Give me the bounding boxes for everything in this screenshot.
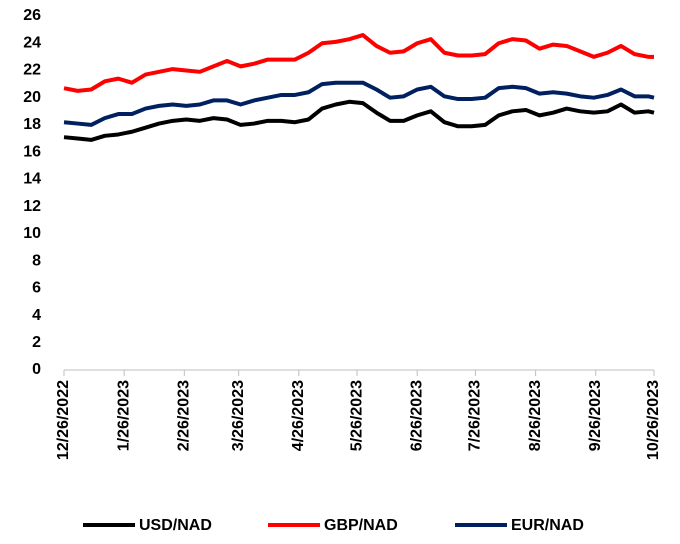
x-tick-label: 4/26/2023 [290, 380, 307, 451]
legend-label: EUR/NAD [511, 517, 584, 534]
y-tick-label: 24 [23, 34, 41, 51]
series-line [63, 33, 654, 93]
y-tick-label: 2 [32, 334, 41, 351]
x-tick-label: 5/26/2023 [348, 380, 365, 451]
x-tick-label: 1/26/2023 [115, 380, 132, 451]
y-tick-label: 8 [32, 252, 41, 269]
y-tick-label: 6 [32, 280, 41, 297]
x-tick-label: 3/26/2023 [230, 380, 247, 451]
legend-label: GBP/NAD [324, 517, 398, 534]
y-tick-label: 14 [23, 171, 41, 188]
x-tick-label: 10/26/2023 [645, 380, 662, 460]
y-tick-label: 20 [23, 89, 41, 106]
y-tick-label: 10 [23, 225, 41, 242]
x-tick-label: 12/26/2022 [55, 380, 72, 460]
x-tick-label: 6/26/2023 [408, 380, 425, 451]
x-tick-label: 2/26/2023 [176, 380, 193, 451]
y-tick-label: 0 [32, 361, 41, 378]
x-tick-label: 7/26/2023 [467, 380, 484, 451]
legend-label: USD/NAD [139, 517, 212, 534]
y-tick-label: 18 [23, 116, 41, 133]
y-tick-label: 4 [32, 307, 41, 324]
y-tick-label: 22 [23, 62, 41, 79]
y-tick-label: 26 [23, 7, 41, 24]
y-tick-label: 16 [23, 143, 41, 160]
x-tick-label: 9/26/2023 [587, 380, 604, 451]
x-tick-label: 8/26/2023 [527, 380, 544, 451]
y-tick-label: 12 [23, 198, 41, 215]
series-line [63, 80, 655, 127]
series-line [63, 99, 655, 142]
